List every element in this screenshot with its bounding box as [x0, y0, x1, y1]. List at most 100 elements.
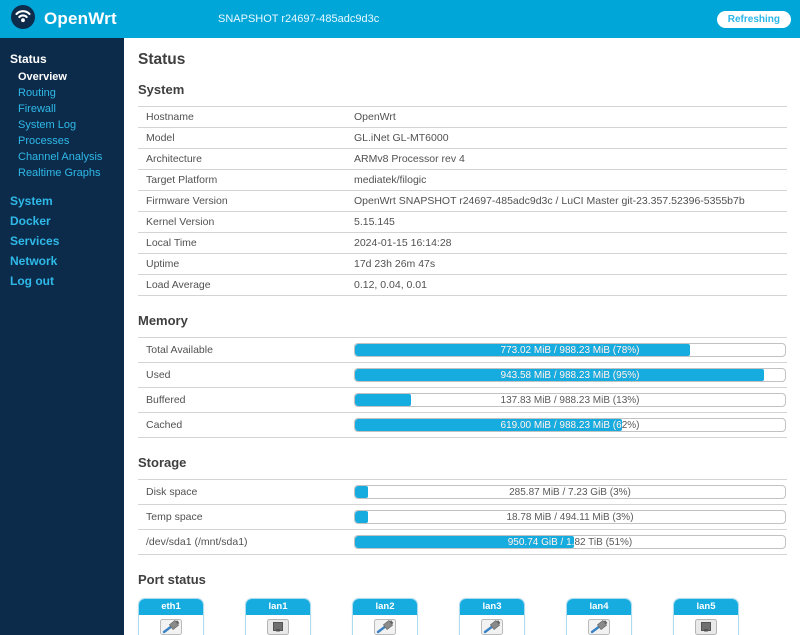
sidebar-item-realtime-graphs[interactable]: Realtime Graphs — [18, 167, 101, 179]
system-section: System Hostname OpenWrt Model GL.iNet GL… — [138, 82, 787, 296]
port-card-lan2: lan2 1GbE ▲35.6 GiB ▼1.8 GiB — [352, 598, 418, 635]
row-label: Buffered — [146, 394, 186, 406]
table-row: Buffered 137.83 MiB / 988.23 MiB (13%) 1… — [138, 388, 787, 413]
row-label: Architecture — [146, 153, 203, 165]
openwrt-logo-icon — [10, 4, 36, 35]
sidebar-item-channel-analysis[interactable]: Channel Analysis — [18, 151, 103, 163]
table-row: Target Platform mediatek/filogic — [138, 170, 787, 191]
progress-text: 137.83 MiB / 988.23 MiB (13%) — [500, 395, 640, 406]
row-label: Used — [146, 369, 171, 381]
table-row: Model GL.iNet GL-MT6000 — [138, 128, 787, 149]
row-label: Total Available — [146, 344, 213, 356]
sidebar-item-logout[interactable]: Log out — [10, 274, 54, 288]
refreshing-button[interactable]: Refreshing — [716, 10, 791, 28]
port-name: eth1 — [139, 599, 203, 615]
table-row: Temp space 18.78 MiB / 494.11 MiB (3%) 1… — [138, 505, 787, 530]
row-label: /dev/sda1 (/mnt/sda1) — [146, 536, 248, 548]
table-row: /dev/sda1 (/mnt/sda1) 950.74 GiB / 1.82 … — [138, 530, 787, 555]
port-card-lan5: lan5 no link ▲0 B ▼0 B — [673, 598, 739, 635]
table-row: Disk space 285.87 MiB / 7.23 GiB (3%) 28… — [138, 480, 787, 505]
ethernet-nolink-icon — [695, 619, 717, 635]
port-card-lan3: lan3 10M (H) ▲64.5 MiB ▼47.4 MiB — [459, 598, 525, 635]
progress-bar: 285.87 MiB / 7.23 GiB (3%) 285.87 MiB / … — [354, 485, 786, 499]
table-row: Uptime 17d 23h 26m 47s — [138, 254, 787, 275]
firmware-banner: SNAPSHOT r24697-485adc9d3c — [218, 13, 380, 25]
row-value: ARMv8 Processor rev 4 — [354, 153, 465, 165]
port-cards: eth1 1GbE ▲8.8 GiB ▼245.6 GiB lan1 — [138, 598, 787, 635]
row-value: OpenWrt — [354, 111, 396, 123]
sidebar-item-services[interactable]: Services — [10, 234, 60, 248]
progress-fill — [355, 536, 575, 548]
ethernet-link-icon — [481, 619, 503, 635]
row-label: Disk space — [146, 486, 198, 498]
main-content: Status System Hostname OpenWrt Model GL.… — [124, 38, 800, 635]
progress-text: 285.87 MiB / 7.23 GiB (3%) — [509, 487, 631, 498]
row-label: Firmware Version — [146, 195, 228, 207]
storage-section-title: Storage — [138, 455, 187, 470]
table-row: Used 943.58 MiB / 988.23 MiB (95%) 943.5… — [138, 363, 787, 388]
progress-text: 950.74 GiB / 1.82 TiB (51%) — [507, 537, 633, 548]
port-name: lan4 — [567, 599, 631, 615]
progress-bar: 773.02 MiB / 988.23 MiB (78%) 773.02 MiB… — [354, 343, 786, 357]
progress-fill — [355, 344, 691, 356]
brand-home-link[interactable]: OpenWrt — [10, 4, 117, 35]
row-value: OpenWrt SNAPSHOT r24697-485adc9d3c / LuC… — [354, 195, 745, 207]
memory-section: Memory Total Available 773.02 MiB / 988.… — [138, 313, 787, 438]
system-section-title: System — [138, 82, 185, 97]
row-label: Local Time — [146, 237, 197, 249]
port-name: lan1 — [246, 599, 310, 615]
row-value: mediatek/filogic — [354, 174, 427, 186]
port-name: lan3 — [460, 599, 524, 615]
row-label: Temp space — [146, 511, 203, 523]
storage-section: Storage Disk space 285.87 MiB / 7.23 GiB… — [138, 455, 787, 555]
top-header: OpenWrt SNAPSHOT r24697-485adc9d3c Refre… — [0, 0, 800, 38]
row-label: Uptime — [146, 258, 180, 270]
progress-text: 619.00 MiB / 988.23 MiB (62%) — [500, 420, 640, 431]
sidebar-item-processes[interactable]: Processes — [18, 135, 70, 147]
progress-bar: 137.83 MiB / 988.23 MiB (13%) 137.83 MiB… — [354, 393, 786, 407]
progress-text: 773.02 MiB / 988.23 MiB (78%) — [500, 345, 640, 356]
row-label: Hostname — [146, 111, 194, 123]
port-name: lan5 — [674, 599, 738, 615]
system-table: Hostname OpenWrt Model GL.iNet GL-MT6000… — [138, 106, 787, 296]
row-label: Cached — [146, 419, 183, 431]
ethernet-nolink-icon — [267, 619, 289, 635]
progress-text-overlay: 619.00 MiB / 988.23 MiB (62%) — [500, 420, 640, 431]
sidebar-item-docker[interactable]: Docker — [10, 214, 51, 228]
progress-fill — [355, 511, 368, 523]
sidebar-item-system-log[interactable]: System Log — [18, 119, 77, 131]
row-label: Model — [146, 132, 175, 144]
sidebar-item-system[interactable]: System — [10, 194, 53, 208]
progress-text-overlay: 773.02 MiB / 988.23 MiB (78%) — [500, 345, 640, 356]
progress-text-overlay: 943.58 MiB / 988.23 MiB (95%) — [500, 370, 640, 381]
sidebar-item-network[interactable]: Network — [10, 254, 58, 268]
row-value: 0.12, 0.04, 0.01 — [354, 279, 427, 291]
row-value: 2024-01-15 16:14:28 — [354, 237, 452, 249]
progress-fill — [355, 369, 764, 381]
port-card-lan4: lan4 1GbE ▲16.5 GiB ▼486.9 MiB — [566, 598, 632, 635]
sidebar-item-firewall[interactable]: Firewall — [18, 103, 56, 115]
row-value: 5.15.145 — [354, 216, 395, 228]
progress-bar: 943.58 MiB / 988.23 MiB (95%) 943.58 MiB… — [354, 368, 786, 382]
progress-text-overlay: 950.74 GiB / 1.82 TiB (51%) — [507, 537, 633, 548]
port-card-eth1: eth1 1GbE ▲8.8 GiB ▼245.6 GiB — [138, 598, 204, 635]
ethernet-link-icon — [588, 619, 610, 635]
port-card-lan1: lan1 no link ▲0 B ▼0 B — [245, 598, 311, 635]
sidebar-item-status[interactable]: Status — [10, 52, 47, 66]
table-row: Hostname OpenWrt — [138, 107, 787, 128]
memory-table: Total Available 773.02 MiB / 988.23 MiB … — [138, 337, 787, 438]
progress-fill — [355, 486, 368, 498]
row-value: GL.iNet GL-MT6000 — [354, 132, 449, 144]
row-label: Kernel Version — [146, 216, 215, 228]
table-row: Local Time 2024-01-15 16:14:28 — [138, 233, 787, 254]
memory-section-title: Memory — [138, 313, 188, 328]
table-row: Load Average 0.12, 0.04, 0.01 — [138, 275, 787, 296]
sidebar-item-routing[interactable]: Routing — [18, 87, 56, 99]
progress-bar: 18.78 MiB / 494.11 MiB (3%) 18.78 MiB / … — [354, 510, 786, 524]
table-row: Architecture ARMv8 Processor rev 4 — [138, 149, 787, 170]
progress-fill — [355, 419, 622, 431]
sidebar-item-overview[interactable]: Overview — [18, 71, 67, 83]
progress-bar: 619.00 MiB / 988.23 MiB (62%) 619.00 MiB… — [354, 418, 786, 432]
sidebar-nav: Status Overview Routing Firewall System … — [0, 38, 124, 635]
row-label: Load Average — [146, 279, 211, 291]
